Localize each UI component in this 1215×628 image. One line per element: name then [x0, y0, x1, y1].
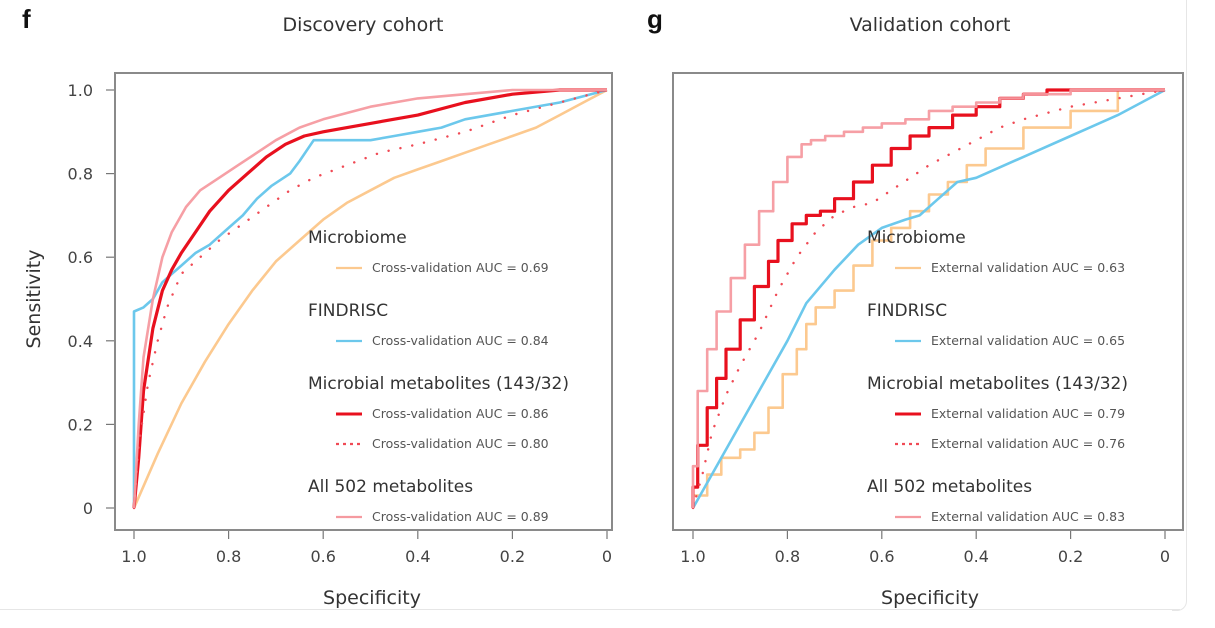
- panel-validation-cohort: g Validation cohort Specificity 1.0 0.8 0.…: [647, 4, 1184, 609]
- x-tick-label: 1.0: [121, 547, 146, 566]
- chart-title: Validation cohort: [850, 14, 1011, 36]
- legend-entry-label: External validation AUC = 0.83: [931, 509, 1125, 524]
- series-layer: [132, 88, 609, 510]
- legend-entry-label: External validation AUC = 0.63: [931, 260, 1125, 275]
- y-axis-label: Sensitivity: [23, 250, 45, 349]
- y-tick-label: 1.0: [68, 81, 93, 100]
- x-tick-label: 0.8: [216, 547, 241, 566]
- x-axis-label: Specificity: [323, 587, 421, 609]
- series-line-microbial-32: [132, 88, 609, 510]
- y-tick-label: 0: [83, 499, 93, 518]
- legend-group-title: Microbiome: [867, 228, 966, 248]
- y-tick-label: 0.6: [68, 248, 93, 267]
- legend: Microbiome Cross-validation AUC = 0.69 FIN…: [308, 228, 569, 524]
- legend-entry-label: External validation AUC = 0.79: [931, 406, 1125, 421]
- series-line-all502: [691, 88, 1165, 508]
- axes: 1.0 0.8 0.6 0.4 0.2 0: [672, 72, 1184, 566]
- legend-group-title: Microbial metabolites (143/32): [867, 374, 1128, 394]
- series-line-microbiome: [132, 88, 608, 509]
- series-line-microbial-32: [691, 88, 1167, 510]
- legend-entry-label: Cross-validation AUC = 0.84: [372, 333, 549, 348]
- x-tick-label: 0: [1160, 547, 1170, 566]
- legend-group-title: FINDRISC: [308, 301, 388, 321]
- x-tick-label: 0.4: [405, 547, 430, 566]
- x-tick-label: 1.0: [680, 547, 705, 566]
- chart-title: Discovery cohort: [283, 14, 444, 36]
- card-border-bottom: [0, 609, 1180, 610]
- series-line-all502: [132, 88, 607, 509]
- panel-discovery-cohort: f Discovery cohort Sensitivity Specifici…: [22, 4, 613, 609]
- panel-letter: g: [647, 4, 663, 34]
- series-line-microbial-143: [132, 88, 607, 509]
- x-tick-label: 0.6: [869, 547, 894, 566]
- legend-group-title: Microbiome: [308, 228, 407, 248]
- x-tick-label: 0: [602, 547, 612, 566]
- legend-entry-label: Cross-validation AUC = 0.69: [372, 260, 549, 275]
- y-tick-label: 0.2: [68, 415, 93, 434]
- legend-group-title: Microbial metabolites (143/32): [308, 374, 569, 394]
- x-tick-label: 0.2: [500, 547, 525, 566]
- series-line-microbiome: [691, 88, 1165, 508]
- series-line-findrisc: [132, 88, 608, 508]
- legend-entry-label: Cross-validation AUC = 0.86: [372, 406, 549, 421]
- x-axis-label: Specificity: [881, 587, 979, 609]
- y-tick-label: 0.8: [68, 165, 93, 184]
- panel-letter: f: [22, 4, 31, 34]
- x-tick-label: 0.2: [1058, 547, 1083, 566]
- x-tick-label: 0.8: [775, 547, 800, 566]
- series-layer: [691, 88, 1167, 510]
- plot-frame: [114, 72, 613, 531]
- card-border-corner: [1172, 596, 1187, 611]
- plot-frame: [672, 72, 1184, 531]
- legend-group-title: All 502 metabolites: [867, 477, 1032, 497]
- legend-entry-label: Cross-validation AUC = 0.89: [372, 509, 549, 524]
- legend-entry-label: Cross-validation AUC = 0.80: [372, 436, 549, 451]
- legend-entry-label: External validation AUC = 0.65: [931, 333, 1125, 348]
- x-tick-label: 0.6: [310, 547, 335, 566]
- y-tick-label: 0.4: [68, 332, 93, 351]
- legend-entry-label: External validation AUC = 0.76: [931, 436, 1125, 451]
- card-border-right: [1186, 0, 1187, 600]
- series-line-microbial-143: [691, 88, 1165, 508]
- axes: 1.0 0.8 0.6 0.4 0.2 0 0 0.2 0.4 0.6 0.8 1.0: [68, 72, 613, 566]
- series-line-findrisc: [691, 88, 1166, 509]
- legend-group-title: All 502 metabolites: [308, 477, 473, 497]
- legend: Microbiome External validation AUC = 0.63…: [867, 228, 1128, 524]
- x-tick-label: 0.4: [963, 547, 988, 566]
- legend-group-title: FINDRISC: [867, 301, 947, 321]
